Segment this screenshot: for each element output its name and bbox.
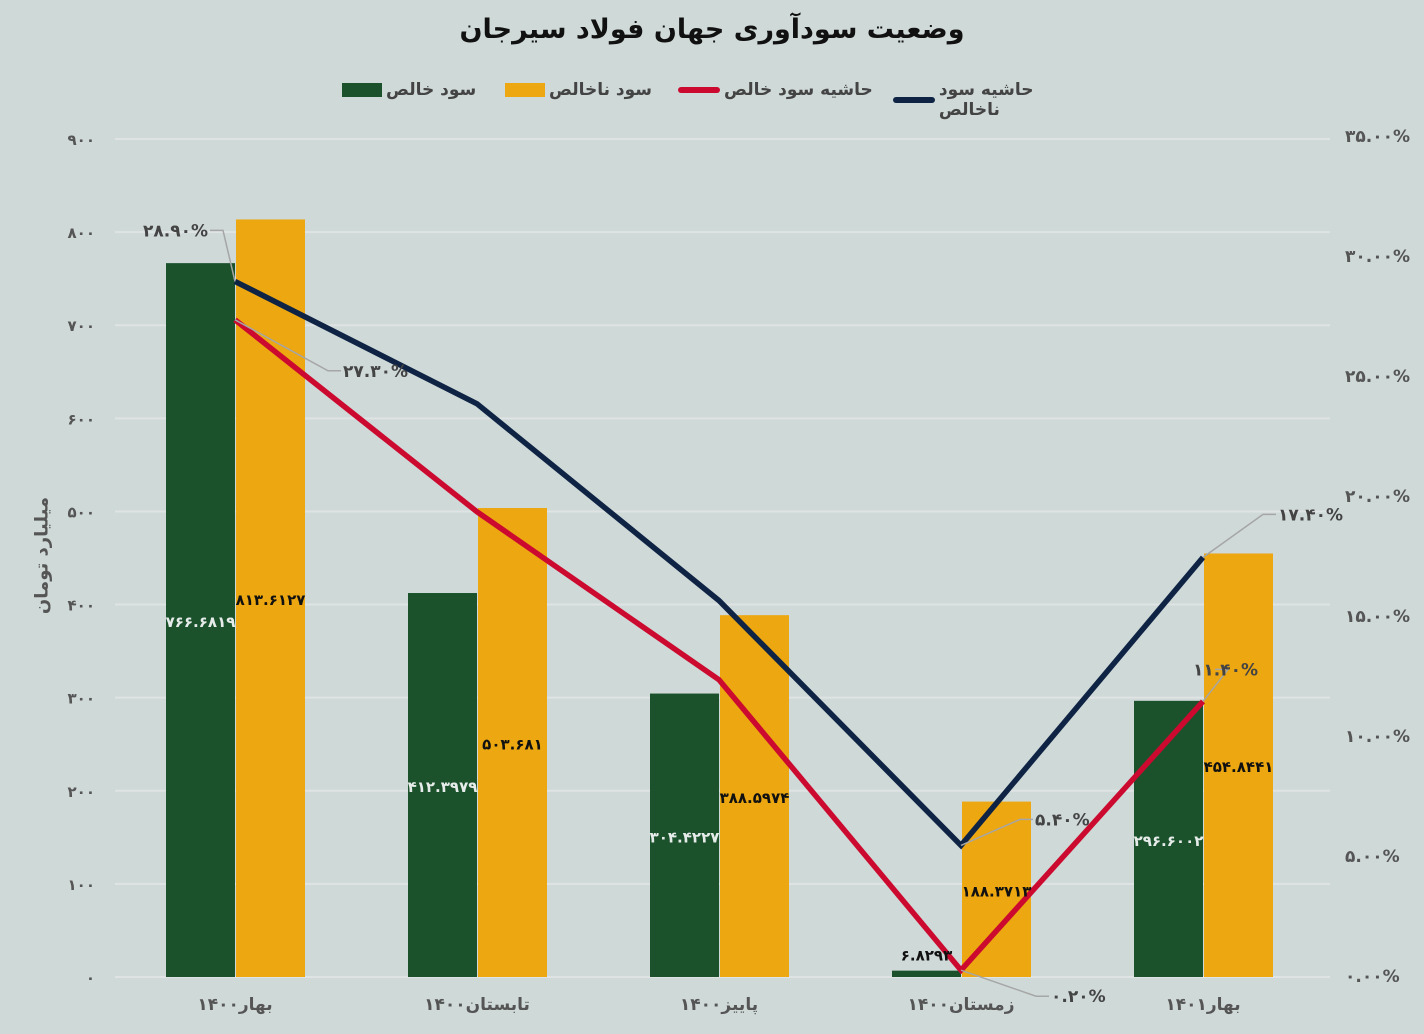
bar-net-profit — [1134, 700, 1203, 977]
y2-tick-label: ۲۰.۰۰% — [1345, 487, 1410, 507]
bar-data-label: ۴۱۲.۳۹۷۹ — [408, 778, 478, 796]
legend-label: سود خالص — [386, 80, 477, 100]
chart-title: وضعیت سودآوری جهان فولاد سیرجان — [459, 14, 965, 45]
leader-line — [234, 319, 341, 372]
bar-data-label: ۶.۸۲۹۳ — [901, 947, 952, 965]
bar-data-label: ۲۹۶.۶۰۰۲ — [1134, 832, 1204, 850]
legend-swatch-gross-profit — [505, 83, 545, 97]
y-tick-label: ۷۰۰ — [68, 317, 95, 335]
bar-net-profit — [892, 970, 961, 977]
y-tick-label: ۸۰۰ — [68, 224, 95, 242]
bar-data-label: ۳۸۸.۵۹۷۴ — [720, 789, 790, 807]
leader-line — [1202, 513, 1276, 559]
legend-swatch-net-profit — [342, 83, 382, 97]
line-gross-margin — [233, 278, 1206, 850]
y2-tick-label: ۵.۰۰% — [1345, 847, 1400, 867]
y-tick-label: ۱۰۰ — [68, 876, 95, 894]
y2-tick-label: ۲۵.۰۰% — [1345, 367, 1410, 387]
x-tick-label: زمستان۱۴۰۰ — [908, 995, 1015, 1015]
legend-label: حاشیه سود ناخالص — [938, 80, 1034, 120]
y-tick-label: ۵۰۰ — [68, 503, 95, 521]
y-tick-label: ۶۰۰ — [68, 410, 95, 428]
legend-item-gross-profit: سود ناخالص — [505, 80, 652, 100]
bar-gross-profit — [478, 508, 547, 977]
x-tick-label: تابستان۱۴۰۰ — [424, 995, 530, 1015]
bar-data-label: ۵۰۳.۶۸۱ — [482, 736, 543, 754]
bar-data-label: ۳۰۴.۴۲۲۷ — [650, 828, 720, 846]
y2-tick-label: ۰.۰۰% — [1345, 967, 1400, 987]
bar-data-label: ۱۸۸.۳۷۱۳ — [962, 882, 1032, 900]
y-tick-label: ۰ — [86, 969, 95, 987]
line-data-label: ۰.۲۰% — [1051, 987, 1106, 1007]
x-tick-label: بهار۱۴۰۱ — [1165, 995, 1240, 1015]
leader-line — [960, 969, 1049, 997]
y2-tick-label: ۱۰.۰۰% — [1345, 727, 1410, 747]
bar-net-profit — [408, 593, 477, 977]
legend-item-gross-margin: حاشیه سود ناخالص — [893, 80, 1100, 120]
bar-net-profit — [650, 693, 719, 977]
legend-swatch-net-margin — [678, 87, 720, 93]
bar-gross-profit — [720, 615, 789, 977]
legend-label: سود ناخالص — [549, 80, 652, 100]
bar-data-label: ۴۵۴.۸۴۴۱ — [1204, 758, 1274, 776]
line-data-label: ۵.۴۰% — [1035, 810, 1090, 830]
legend-item-net-margin: حاشیه سود خالص — [678, 80, 873, 100]
legend: سود خالص سود ناخالص حاشیه سود خالص حاشیه… — [340, 80, 1100, 120]
y-tick-label: ۴۰۰ — [68, 597, 95, 615]
legend-label: حاشیه سود خالص — [724, 80, 873, 100]
leader-line — [210, 229, 236, 282]
leader-line — [1202, 668, 1230, 702]
line-data-label: ۱۱.۴۰% — [1193, 660, 1258, 680]
y-tick-label: ۹۰۰ — [68, 131, 95, 149]
x-tick-label: بهار۱۴۰۰ — [197, 995, 272, 1015]
x-tick-label: پاییز۱۴۰۰ — [680, 995, 758, 1015]
bar-gross-profit — [1204, 553, 1273, 977]
leader-line — [960, 818, 1033, 847]
y-tick-label: ۳۰۰ — [68, 690, 95, 708]
bar-data-label: ۸۱۳.۶۱۲۷ — [236, 591, 306, 609]
y2-tick-label: ۳۵.۰۰% — [1345, 127, 1410, 147]
legend-swatch-gross-margin — [893, 97, 935, 103]
line-net-margin — [233, 317, 1206, 975]
line-data-label: ۱۷.۴۰% — [1278, 505, 1343, 525]
y2-tick-label: ۳۰.۰۰% — [1345, 247, 1410, 267]
legend-item-net-profit: سود خالص — [342, 80, 476, 100]
bar-data-label: ۷۶۶.۶۸۱۹ — [166, 613, 236, 631]
y-tick-label: ۲۰۰ — [68, 783, 95, 801]
bar-net-profit — [166, 263, 235, 977]
y2-tick-label: ۱۵.۰۰% — [1345, 607, 1410, 627]
line-data-label: ۲۸.۹۰% — [143, 221, 208, 241]
line-data-label: ۲۷.۳۰% — [343, 362, 408, 382]
